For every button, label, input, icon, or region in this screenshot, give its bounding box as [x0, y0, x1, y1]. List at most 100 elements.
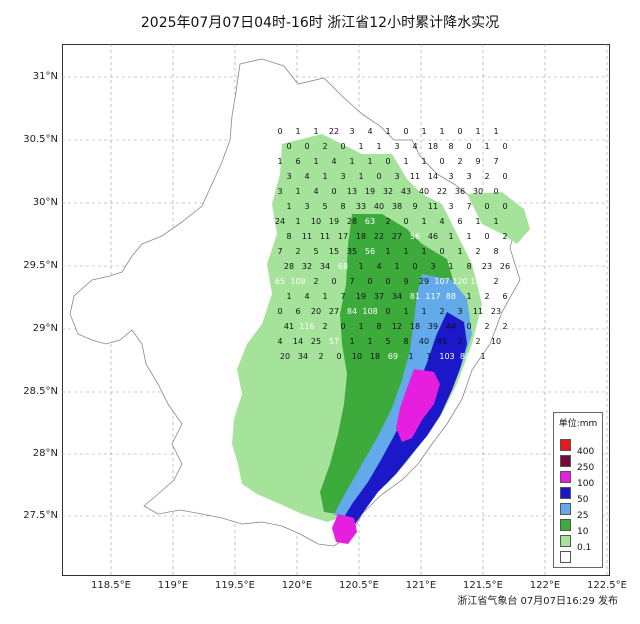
station-value: 13	[347, 187, 357, 196]
station-value: 0	[385, 307, 390, 316]
station-value: 18	[356, 232, 366, 241]
station-value: 1	[367, 337, 372, 346]
station-value: 0	[493, 187, 498, 196]
issuer-footer: 浙江省气象台 07月07日16:29 发布	[457, 596, 618, 607]
station-value: 0	[403, 217, 408, 226]
station-value: 1	[286, 292, 291, 301]
longitude-label: 121°E	[405, 580, 437, 591]
station-value: 17	[338, 232, 348, 241]
station-value: 1	[385, 247, 390, 256]
station-value: 84	[460, 352, 470, 361]
longitude-label: 122°E	[529, 580, 561, 591]
station-value: 1	[408, 352, 413, 361]
station-value: 2	[502, 322, 507, 331]
station-value: 30	[473, 187, 483, 196]
station-value: 117	[425, 292, 440, 301]
longitude-label: 119°E	[157, 580, 189, 591]
station-value: 120	[452, 277, 467, 286]
station-value: 34	[298, 352, 308, 361]
legend-item: 250	[560, 455, 600, 473]
station-value: 9	[412, 202, 417, 211]
legend-value: 0.1	[577, 543, 592, 553]
legend-item: 400	[560, 439, 600, 457]
station-value: 5	[313, 247, 318, 256]
station-value: 28	[284, 262, 294, 271]
station-value: 40	[419, 337, 429, 346]
station-value: 0	[277, 307, 282, 316]
station-value: 5	[322, 202, 327, 211]
station-value: 3	[457, 307, 462, 316]
station-value: 11	[302, 232, 312, 241]
station-value: 8	[340, 202, 345, 211]
legend-item	[560, 551, 600, 563]
legend-swatch	[560, 471, 571, 483]
rainfall-legend: 单位:mm 400 250 100 50 25 10 0.1	[553, 412, 603, 568]
station-value: 33	[356, 202, 366, 211]
station-value: 2	[502, 232, 507, 241]
station-value: 6	[502, 292, 507, 301]
station-value: 2	[484, 292, 489, 301]
legend-swatch	[560, 551, 571, 563]
station-value: 2	[484, 322, 489, 331]
station-value: 3	[340, 172, 345, 181]
station-value: 39	[428, 322, 438, 331]
station-value: 1	[313, 127, 318, 136]
station-value: 40	[374, 202, 384, 211]
station-value: 20	[311, 307, 321, 316]
station-value: 84	[347, 307, 357, 316]
station-value: 2	[457, 337, 462, 346]
longitude-label: 121.5°E	[463, 580, 503, 591]
station-value: 26	[500, 262, 510, 271]
station-value: 2	[475, 247, 480, 256]
station-value: 0	[439, 247, 444, 256]
rainfall-map: 0 1 1 22 3 4 1 0 1 1 0 1 10 0 2 0 1 1 3 4 18 8 0 1 01 6 1 4 1 1 0 1 1 0 2 9…	[62, 44, 610, 576]
station-value: 46	[428, 232, 438, 241]
station-value: 22	[437, 187, 447, 196]
station-value: 2	[322, 322, 327, 331]
station-value: 1	[295, 187, 300, 196]
station-value: 5	[385, 337, 390, 346]
legend-swatch	[560, 503, 571, 515]
longitude-label: 122.5°E	[587, 580, 627, 591]
station-value: 1	[475, 127, 480, 136]
station-value: 7	[277, 247, 282, 256]
station-value: 35	[347, 247, 357, 256]
legend-swatch	[560, 487, 571, 499]
legend-value: 25	[577, 511, 589, 521]
station-value: 11	[320, 232, 330, 241]
latitude-label: 29°N	[32, 323, 58, 334]
legend-value: 400	[577, 447, 595, 457]
longitude-label: 119.5°E	[215, 580, 255, 591]
station-value: 8	[286, 232, 291, 241]
station-value: 1	[403, 247, 408, 256]
station-value: 0	[331, 187, 336, 196]
latitude-label: 27.5°N	[23, 510, 58, 521]
legend-value: 250	[577, 463, 595, 473]
station-value: 1	[421, 247, 426, 256]
station-value: 1	[448, 262, 453, 271]
legend-swatch	[560, 439, 571, 451]
station-value: 63	[365, 217, 375, 226]
station-value: 18	[370, 352, 380, 361]
station-value: 29	[419, 277, 429, 286]
station-value: 2	[475, 337, 480, 346]
heavy-rainstorm-area	[396, 369, 440, 442]
station-value: 8	[403, 337, 408, 346]
station-value: 41	[284, 322, 294, 331]
station-value: 2	[385, 217, 390, 226]
station-value: 34	[320, 262, 330, 271]
station-value: 25	[311, 337, 321, 346]
station-value: 24	[275, 217, 285, 226]
longitude-label: 118.5°E	[91, 580, 131, 591]
station-value: 18	[410, 322, 420, 331]
legend-swatch	[560, 519, 571, 531]
station-value: 1	[421, 217, 426, 226]
station-value: 4	[313, 187, 318, 196]
station-value: 2	[295, 247, 300, 256]
station-value: 11	[473, 307, 483, 316]
station-value: 0	[385, 277, 390, 286]
station-value: 1	[448, 232, 453, 241]
station-value: 2	[439, 307, 444, 316]
station-value: 9	[475, 157, 480, 166]
station-value: 14	[428, 172, 438, 181]
